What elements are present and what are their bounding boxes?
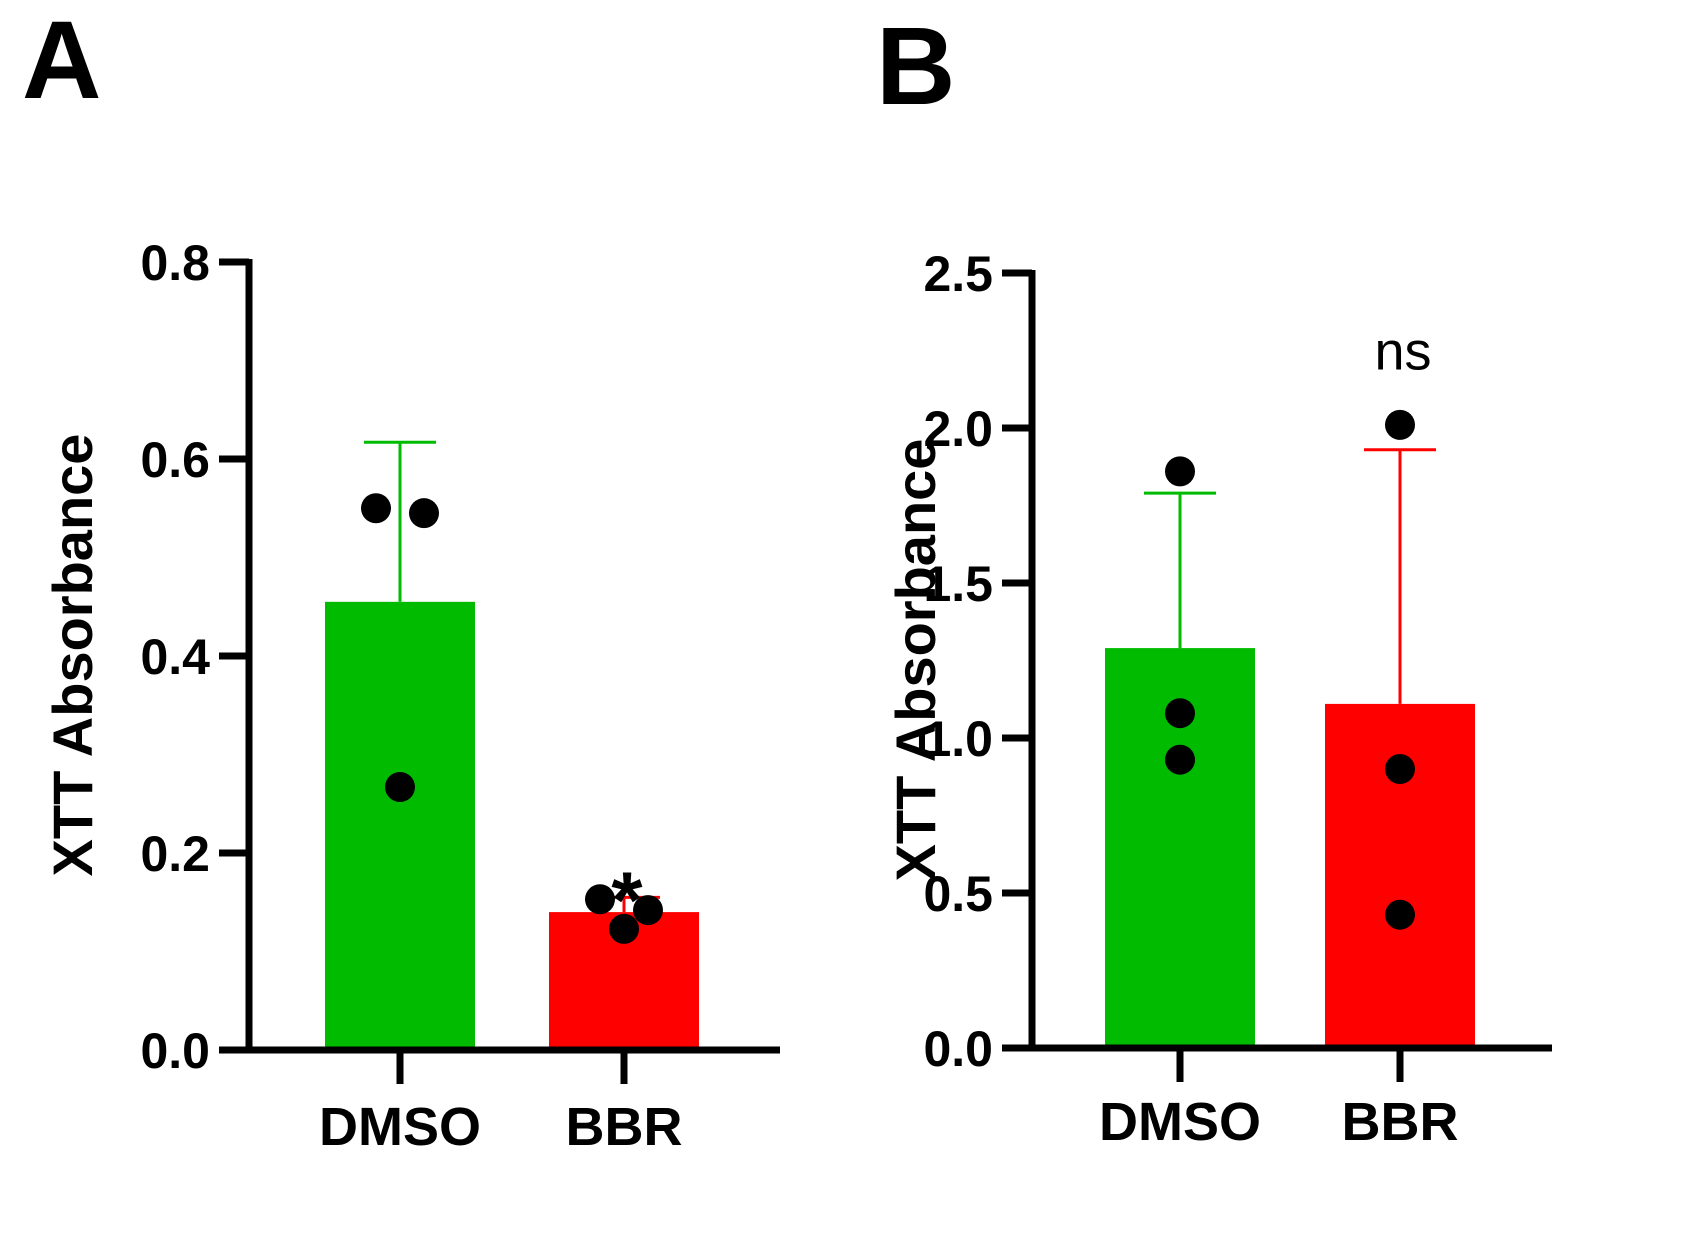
panel-a-dmso-bar — [325, 601, 475, 1050]
panel-a-y-tick-label: 0.0 — [140, 1023, 210, 1079]
panel-a-y-tick-label: 0.2 — [140, 826, 210, 882]
panel-a-y-axis-title: XTT Absorbance — [41, 434, 104, 877]
panel-b-bbr-significance: ns — [1374, 322, 1431, 382]
panel-a-plot: DMSO * BBR 0.0 0.2 0.4 0.6 0.8 — [140, 235, 780, 1157]
panel-a-bbr-data-point — [609, 913, 639, 944]
panel-b-y-tick-label: 0.5 — [923, 866, 993, 922]
panel-a: A XTT Absorbance DMSO * BBR 0.0 0.2 0.4 0.6 0.8 — [22, 0, 780, 1157]
panel-a-label: A — [22, 0, 101, 122]
panel-a-category-label-bbr: BBR — [566, 1097, 683, 1157]
panel-b-y-tick-label: 2.0 — [923, 401, 993, 457]
panel-a-dmso-data-point — [409, 498, 439, 529]
panel-b-dmso-data-point — [1165, 698, 1195, 729]
panel-b-bbr-data-point — [1385, 899, 1415, 930]
panel-b-label: B — [876, 5, 955, 128]
panel-b-bbr-data-point — [1385, 409, 1415, 440]
panel-a-dmso-data-point — [385, 772, 415, 803]
panel-a-y-tick-label: 0.8 — [140, 235, 210, 291]
panel-b-category-label-dmso: DMSO — [1099, 1092, 1261, 1152]
panel-a-bbr-data-point — [633, 895, 663, 926]
panel-b-y-axis-title: XTT Absorbance — [884, 439, 947, 882]
panel-b-y-tick-label: 0.0 — [923, 1021, 993, 1077]
panel-a-category-label-dmso: DMSO — [319, 1097, 481, 1157]
panel-b-y-tick-label: 2.5 — [923, 246, 993, 302]
panel-a-bbr-significance: * — [611, 855, 643, 944]
panel-b-plot: DMSO ns BBR 0.0 0.5 1.0 1.5 2.0 2.5 — [923, 246, 1552, 1152]
panel-b-dmso-data-point — [1165, 456, 1195, 487]
panel-b-dmso-data-point — [1165, 744, 1195, 775]
panel-b-category-label-bbr: BBR — [1342, 1092, 1459, 1152]
panel-a-dmso-data-point — [361, 493, 391, 524]
panel-a-y-tick-label: 0.6 — [140, 432, 210, 488]
panel-b: B XTT Absorbance DMSO ns BBR 0.0 0.5 1.0 1.5 2.… — [876, 5, 1552, 1152]
panel-b-y-tick-label: 1.0 — [923, 711, 993, 767]
panel-a-bbr-data-point — [585, 884, 615, 915]
panel-b-bbr-data-point — [1385, 754, 1415, 784]
panel-b-y-tick-label: 1.5 — [923, 556, 993, 612]
panel-a-y-tick-label: 0.4 — [140, 629, 210, 685]
